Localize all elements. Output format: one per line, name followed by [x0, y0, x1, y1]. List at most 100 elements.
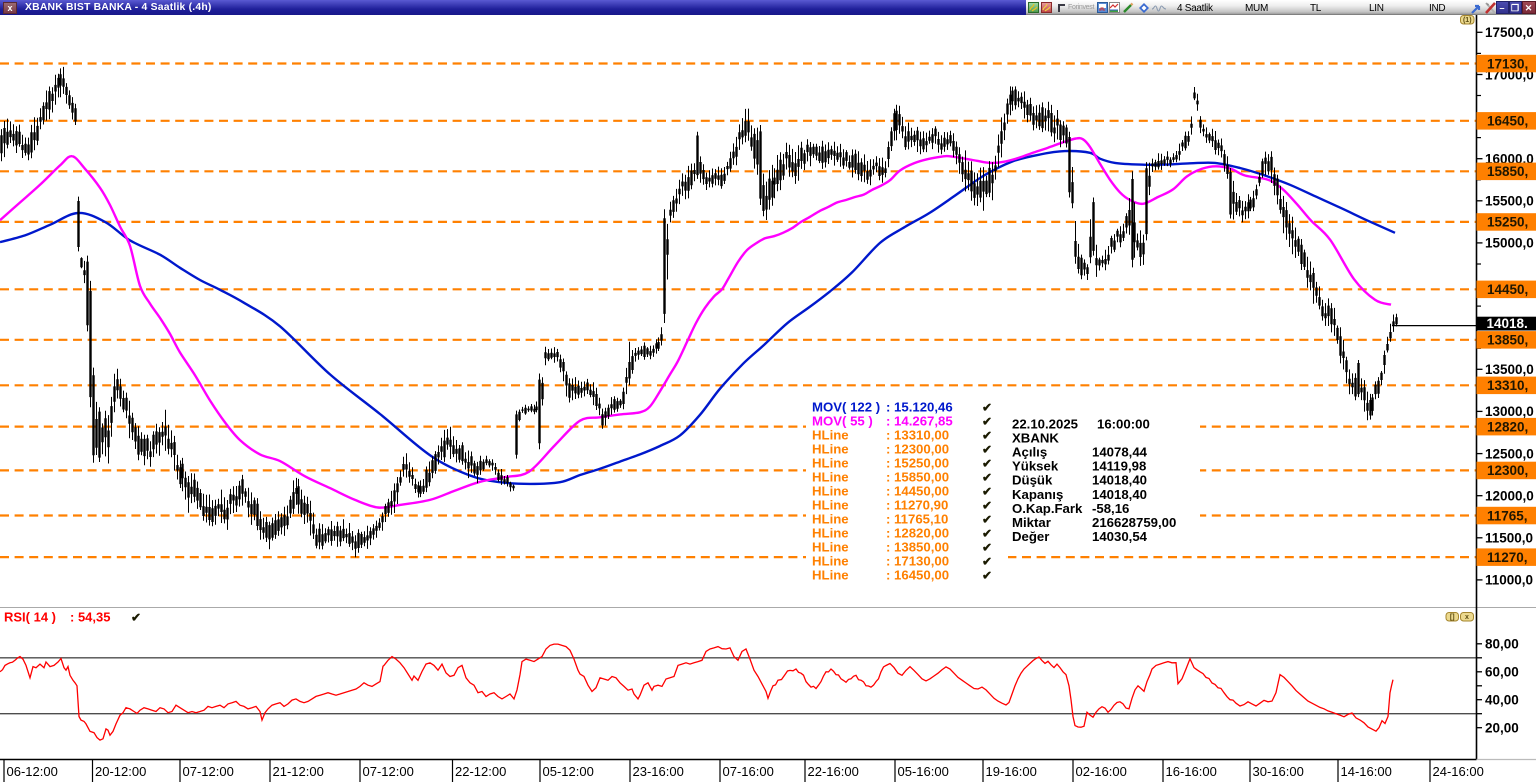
- svg-text:22-16:00: 22-16:00: [808, 764, 859, 779]
- svg-text:: 12820,00: : 12820,00: [886, 525, 949, 540]
- svg-text:Yüksek: Yüksek: [1012, 459, 1059, 474]
- svg-text:(1): (1): [1463, 17, 1472, 24]
- svg-text:HLine: HLine: [812, 525, 849, 540]
- svg-text:x: x: [1465, 614, 1469, 621]
- svg-text:✔: ✔: [982, 456, 992, 470]
- svg-text:MOV( 55 ): MOV( 55 ): [812, 413, 873, 428]
- svg-text:22-12:00: 22-12:00: [455, 764, 506, 779]
- svg-text:23-16:00: 23-16:00: [633, 764, 684, 779]
- svg-text:14018,40: 14018,40: [1092, 487, 1147, 502]
- svg-text:MOV( 122 ): MOV( 122 ): [812, 399, 880, 414]
- svg-text:-58,16: -58,16: [1092, 501, 1129, 516]
- svg-text:02-16:00: 02-16:00: [1076, 764, 1127, 779]
- svg-text:[]: []: [1450, 614, 1455, 621]
- svg-text:Değer: Değer: [1012, 529, 1049, 544]
- svg-text:: 11270,90: : 11270,90: [886, 497, 948, 512]
- svg-text:: 17130,00: : 17130,00: [886, 553, 949, 568]
- svg-text:✔: ✔: [982, 540, 992, 554]
- svg-text:06-12:00: 06-12:00: [7, 764, 58, 779]
- svg-text:HLine: HLine: [812, 553, 849, 568]
- svg-text:30-16:00: 30-16:00: [1253, 764, 1304, 779]
- svg-text:12300,: 12300,: [1487, 463, 1528, 478]
- svg-text:13000,0: 13000,0: [1485, 404, 1534, 419]
- svg-text:✔: ✔: [131, 610, 141, 624]
- svg-text:Miktar: Miktar: [1012, 515, 1051, 530]
- svg-text:16450,: 16450,: [1487, 114, 1528, 129]
- svg-text:15250,: 15250,: [1487, 215, 1528, 230]
- svg-text:✔: ✔: [982, 568, 992, 582]
- svg-text:: 16450,00: : 16450,00: [886, 567, 949, 582]
- svg-text:16:00:00: 16:00:00: [1097, 416, 1150, 431]
- svg-text:✔: ✔: [982, 484, 992, 498]
- svg-text:HLine: HLine: [812, 427, 849, 442]
- svg-text:✔: ✔: [982, 470, 992, 484]
- svg-text:16-16:00: 16-16:00: [1166, 764, 1217, 779]
- svg-text:12500,0: 12500,0: [1485, 446, 1534, 461]
- svg-text:60,00: 60,00: [1485, 665, 1519, 680]
- svg-text:HLine: HLine: [812, 567, 849, 582]
- svg-text:12820,: 12820,: [1487, 419, 1528, 434]
- svg-text:: 15250,00: : 15250,00: [886, 455, 949, 470]
- svg-text:HLine: HLine: [812, 539, 849, 554]
- svg-text:HLine: HLine: [812, 483, 849, 498]
- svg-text:HLine: HLine: [812, 441, 849, 456]
- svg-text:11500,0: 11500,0: [1485, 531, 1533, 546]
- svg-text:: 11765,10: : 11765,10: [886, 511, 948, 526]
- svg-text:15000,0: 15000,0: [1485, 236, 1534, 251]
- svg-text:RSI( 14 ): RSI( 14 ): [4, 610, 56, 625]
- svg-text:22.10.2025: 22.10.2025: [1012, 416, 1078, 431]
- svg-text:XBANK: XBANK: [1012, 430, 1059, 445]
- svg-text:: 13850,00: : 13850,00: [886, 539, 949, 554]
- svg-text:✔: ✔: [982, 526, 992, 540]
- svg-text:14450,: 14450,: [1487, 282, 1528, 297]
- svg-text:14078,44: 14078,44: [1092, 445, 1148, 460]
- svg-text:HLine: HLine: [812, 497, 849, 512]
- svg-text:11765,: 11765,: [1487, 508, 1528, 523]
- svg-text:21-12:00: 21-12:00: [273, 764, 324, 779]
- svg-text:80,00: 80,00: [1485, 637, 1519, 652]
- svg-text:14-16:00: 14-16:00: [1341, 764, 1392, 779]
- svg-text:: 13310,00: : 13310,00: [886, 427, 949, 442]
- svg-text:✔: ✔: [982, 554, 992, 568]
- svg-text:Düşük: Düşük: [1012, 473, 1053, 488]
- svg-text:: 15850,00: : 15850,00: [886, 469, 949, 484]
- svg-text:14119,98: 14119,98: [1092, 459, 1146, 474]
- svg-text:Kapanış: Kapanış: [1012, 487, 1063, 502]
- svg-text:07-12:00: 07-12:00: [363, 764, 414, 779]
- svg-text:: 14.267,85: : 14.267,85: [886, 413, 953, 428]
- svg-text:✔: ✔: [982, 428, 992, 442]
- svg-text:: 14450,00: : 14450,00: [886, 483, 949, 498]
- svg-text:O.Kap.Fark: O.Kap.Fark: [1012, 501, 1083, 516]
- svg-text:20,00: 20,00: [1485, 721, 1519, 736]
- svg-text:17500,0: 17500,0: [1485, 25, 1534, 40]
- svg-text:✔: ✔: [982, 512, 992, 526]
- svg-text:✔: ✔: [982, 400, 992, 414]
- svg-text:05-16:00: 05-16:00: [898, 764, 949, 779]
- svg-text:15500,0: 15500,0: [1485, 194, 1534, 209]
- svg-text:11270,: 11270,: [1487, 550, 1528, 565]
- svg-text:13850,: 13850,: [1487, 333, 1528, 348]
- svg-text:13500,0: 13500,0: [1485, 362, 1534, 377]
- svg-text:14018.: 14018.: [1487, 316, 1528, 331]
- svg-text:17130,: 17130,: [1487, 56, 1528, 71]
- svg-text:11000,0: 11000,0: [1485, 573, 1533, 588]
- svg-text:14018,40: 14018,40: [1092, 473, 1147, 488]
- svg-text:24-16:00: 24-16:00: [1433, 764, 1484, 779]
- svg-text:13310,: 13310,: [1487, 378, 1528, 393]
- svg-text:19-16:00: 19-16:00: [986, 764, 1037, 779]
- svg-text:: 54,35: : 54,35: [70, 610, 110, 625]
- svg-text:HLine: HLine: [812, 455, 849, 470]
- svg-text:40,00: 40,00: [1485, 693, 1519, 708]
- svg-text:07-16:00: 07-16:00: [723, 764, 774, 779]
- svg-text:✔: ✔: [982, 498, 992, 512]
- svg-text:: 12300,00: : 12300,00: [886, 441, 949, 456]
- svg-text:HLine: HLine: [812, 469, 849, 484]
- svg-text:✔: ✔: [982, 414, 992, 428]
- svg-text:12000,0: 12000,0: [1485, 489, 1534, 504]
- svg-text:05-12:00: 05-12:00: [543, 764, 594, 779]
- svg-text:✔: ✔: [982, 442, 992, 456]
- svg-text:07-12:00: 07-12:00: [183, 764, 234, 779]
- svg-text:Açılış: Açılış: [1012, 445, 1047, 460]
- svg-text:14030,54: 14030,54: [1092, 529, 1148, 544]
- svg-text:20-12:00: 20-12:00: [95, 764, 146, 779]
